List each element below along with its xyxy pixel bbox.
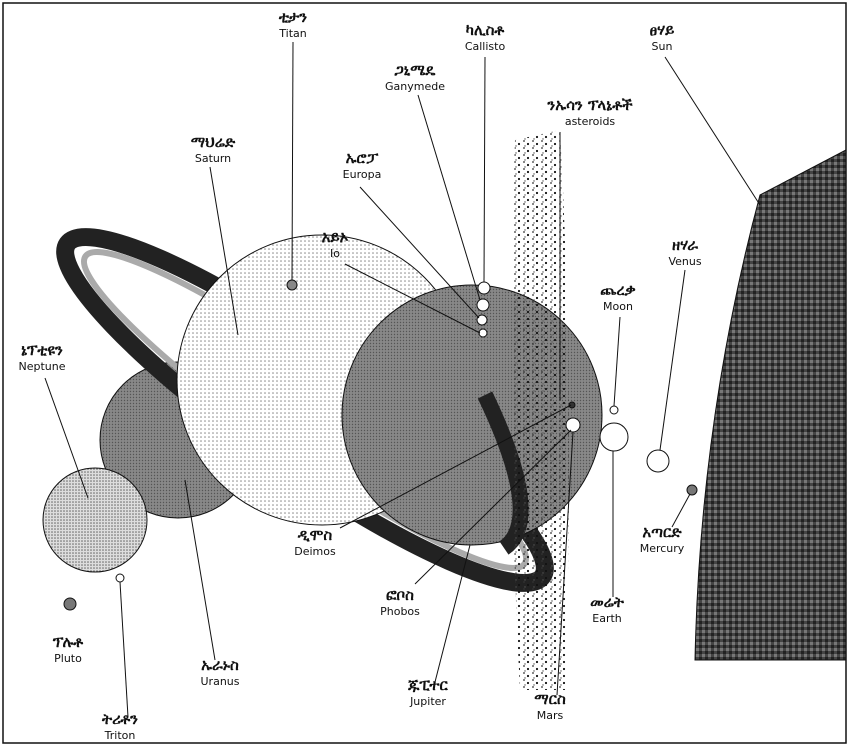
leader-lines (44, 41, 761, 718)
label-english: Europa (343, 168, 382, 181)
asteroid-belt (511, 130, 569, 690)
titan (286, 279, 298, 291)
label-amharic: ጋኒሜዴ (394, 61, 437, 79)
label-english: Neptune (18, 360, 65, 373)
ganymede (476, 298, 490, 312)
label-amharic: ፕሉቶ (52, 633, 83, 651)
label-amharic: ዲሞስ (297, 526, 333, 544)
deimos (568, 401, 576, 409)
label-amharic: ማርስ (534, 690, 566, 708)
label-amharic: ትሪቶን (101, 710, 138, 728)
label-english: Phobos (380, 605, 420, 618)
label-english: Venus (668, 255, 701, 268)
label-amharic: መሬት (590, 593, 625, 611)
small-bodies (63, 279, 698, 611)
label-english: Moon (603, 300, 633, 313)
label-english: Earth (592, 612, 622, 625)
io (478, 328, 488, 338)
venus (646, 449, 670, 473)
label-amharic: ንኡሳን ፕላኔቶች (546, 96, 633, 115)
label-amharic: ዘሃራ (672, 236, 698, 254)
label-english: asteroids (565, 115, 616, 128)
label-english: Jupiter (409, 695, 446, 708)
label-english: Mercury (640, 542, 685, 555)
label-amharic: ቲታን (278, 8, 307, 26)
label-amharic: ኡሮፓ (346, 149, 379, 167)
sun (694, 149, 847, 661)
neptune (42, 467, 148, 573)
triton (115, 573, 125, 583)
mars (565, 417, 581, 433)
label-amharic: ጁፒተር (407, 676, 448, 694)
label-english: Ganymede (385, 80, 445, 93)
label-english: Mars (537, 709, 564, 722)
label-english: Pluto (54, 652, 82, 665)
label-amharic: ጨረቃ (600, 281, 635, 299)
label-english: Saturn (195, 152, 231, 165)
label-english: Deimos (294, 545, 336, 558)
label-english: Triton (104, 729, 136, 742)
label-amharic: አይኦ (322, 228, 349, 246)
label-amharic: ፀሃይ (650, 21, 675, 39)
pluto (63, 597, 77, 611)
label-amharic: አጣርድ (642, 523, 682, 541)
label-amharic: ማህሬድ (191, 133, 236, 151)
moon (609, 405, 619, 415)
label-amharic: ካሊስቶ (466, 21, 505, 39)
earth (599, 422, 629, 452)
label-amharic: ኔፕቲዩን (21, 341, 63, 359)
label-english: Callisto (465, 40, 506, 53)
label-english: Sun (652, 40, 673, 53)
label-amharic: ፎቦስ (386, 586, 414, 604)
label-amharic: ኡራኑስ (201, 656, 239, 674)
mercury (686, 484, 698, 496)
label-english: Uranus (201, 675, 240, 688)
europa (476, 314, 488, 326)
callisto (477, 281, 491, 295)
label-english: Io (330, 247, 340, 260)
label-english: Titan (278, 27, 306, 40)
